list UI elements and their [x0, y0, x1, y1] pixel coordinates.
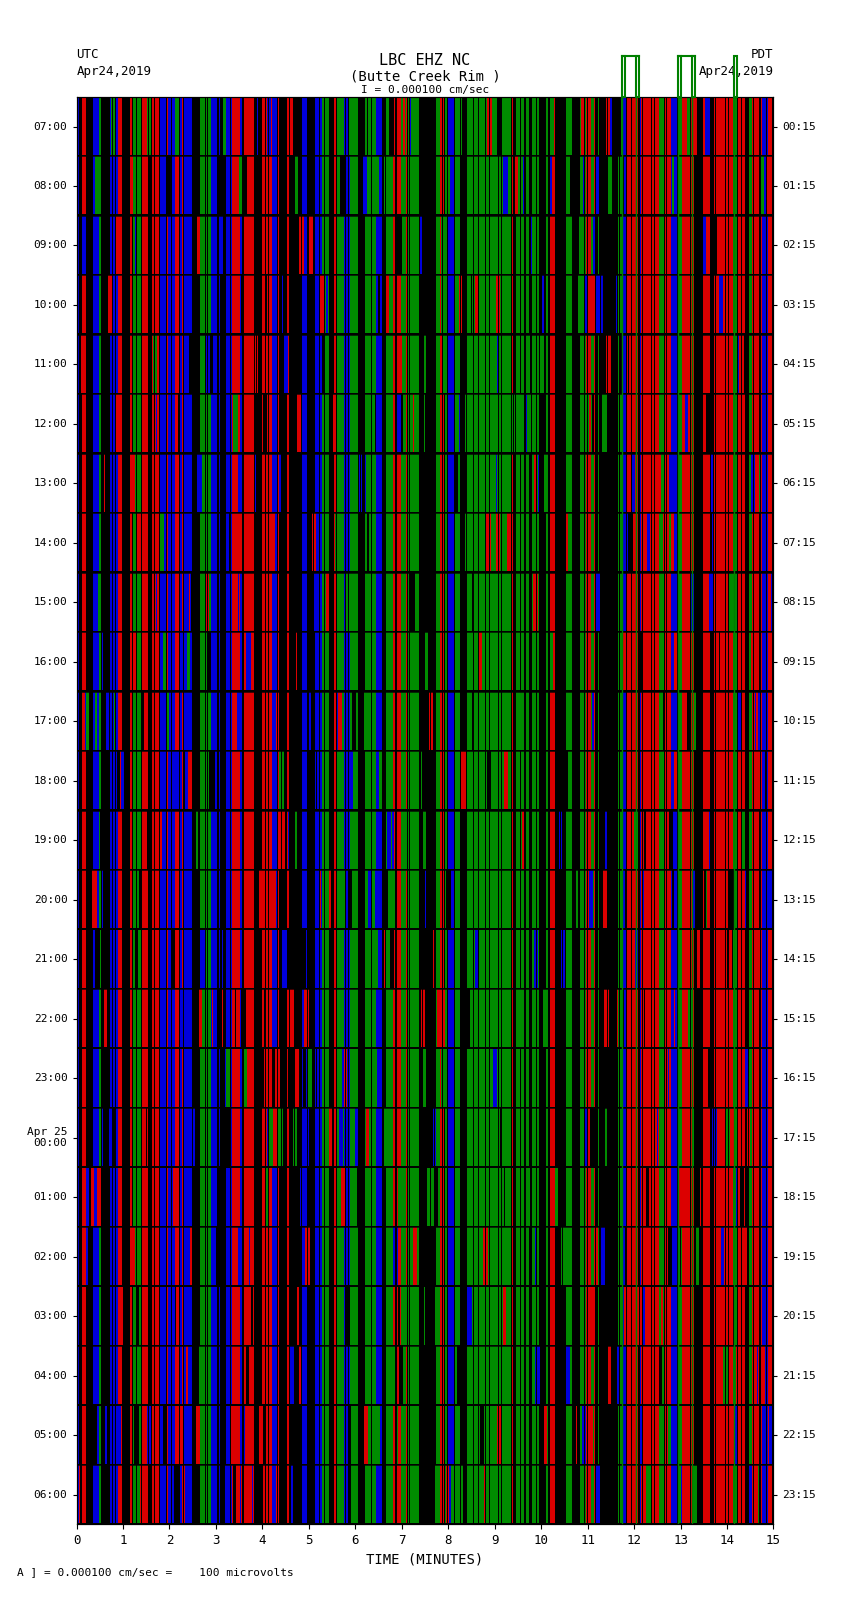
X-axis label: TIME (MINUTES): TIME (MINUTES) — [366, 1553, 484, 1566]
Text: I = 0.000100 cm/sec: I = 0.000100 cm/sec — [361, 85, 489, 95]
Text: UTC: UTC — [76, 48, 99, 61]
Text: (Butte Creek Rim ): (Butte Creek Rim ) — [349, 69, 501, 84]
Text: Apr24,2019: Apr24,2019 — [699, 65, 774, 77]
Text: PDT: PDT — [751, 48, 774, 61]
Text: A ] = 0.000100 cm/sec =    100 microvolts: A ] = 0.000100 cm/sec = 100 microvolts — [17, 1568, 294, 1578]
Text: LBC EHZ NC: LBC EHZ NC — [379, 53, 471, 68]
Text: Apr24,2019: Apr24,2019 — [76, 65, 151, 77]
